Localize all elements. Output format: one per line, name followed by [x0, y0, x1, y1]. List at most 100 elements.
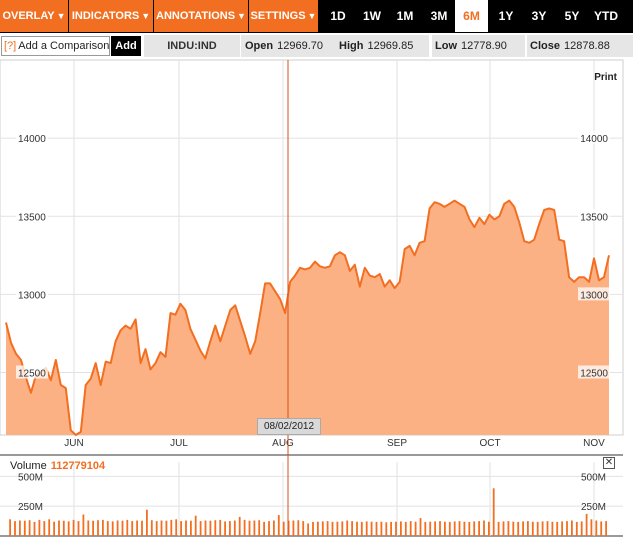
- y-tick-label-left: 13500: [18, 212, 46, 223]
- volume-bar: [28, 520, 31, 536]
- volume-bar: [9, 519, 11, 536]
- y-tick-label-bg: [578, 131, 610, 145]
- range-ytd-button[interactable]: YTD: [594, 9, 618, 23]
- volume-bar: [155, 521, 158, 536]
- volume-bar: [165, 520, 168, 536]
- volume-bar: [302, 521, 305, 536]
- y-tick-label-left: 12500: [18, 369, 46, 380]
- volume-bar: [121, 520, 124, 536]
- volume-bar: [546, 521, 549, 536]
- volume-bar: [468, 521, 471, 536]
- volume-bar: [419, 518, 422, 536]
- volume-bar: [62, 520, 65, 536]
- overlay-menu-button[interactable]: OVERLAY ▼: [0, 0, 69, 32]
- y-tick-label-left: 13000: [18, 290, 46, 301]
- volume-bar: [483, 520, 485, 536]
- add-comparison-button[interactable]: Add: [111, 36, 141, 56]
- x-axis-ticks: JUN JUL AUG SEP OCT NOV: [64, 438, 605, 449]
- range-5y-button[interactable]: 5Y: [564, 9, 580, 23]
- volume-bar: [146, 509, 148, 536]
- volume-bar: [341, 521, 344, 536]
- volume-bar: [429, 521, 432, 536]
- add-comparison-input[interactable]: [?] Add a Comparison: [1, 36, 110, 56]
- volume-bar: [375, 521, 378, 536]
- volume-bar: [229, 521, 231, 536]
- low-value: 12778.90: [461, 40, 507, 52]
- volume-bar: [282, 521, 285, 536]
- x-tick-label: JUN: [64, 438, 83, 449]
- open-quote: Open 12969.70: [241, 35, 336, 57]
- y-tick-label-right: 14000: [580, 134, 608, 145]
- y-tick-label-bg: [578, 287, 610, 301]
- volume-bar: [522, 521, 524, 536]
- volume-bar: [170, 519, 173, 536]
- volume-bar: [326, 521, 329, 536]
- crosshair-date-label: 08/02/2012: [257, 418, 321, 435]
- chevron-down-icon: ▼: [237, 11, 246, 21]
- volume-bar: [72, 519, 75, 536]
- volume-tick-label-right: 500M: [581, 472, 606, 483]
- close-quote: Close 12878.88: [527, 35, 633, 57]
- volume-bar: [356, 521, 358, 536]
- volume-bar: [400, 521, 402, 536]
- volume-bar: [43, 521, 46, 536]
- range-6m-button[interactable]: 6M: [455, 0, 488, 32]
- low-label: Low: [435, 40, 457, 52]
- help-icon[interactable]: [?]: [4, 40, 17, 52]
- volume-bar: [390, 521, 392, 536]
- volume-bar: [605, 521, 607, 536]
- x-tick-label: OCT: [479, 438, 500, 449]
- indicators-menu-button[interactable]: INDICATORS ▼: [69, 0, 154, 32]
- chart-toolbar: OVERLAY ▼ INDICATORS ▼ ANNOTATIONS ▼ SETTIN…: [0, 0, 633, 33]
- range-3m-button[interactable]: 3M: [430, 9, 448, 23]
- open-label: Open: [245, 40, 274, 52]
- close-value: 12878.88: [563, 40, 610, 52]
- print-button[interactable]: Print: [594, 72, 617, 83]
- volume-bar: [492, 488, 495, 536]
- volume-bar: [53, 521, 55, 536]
- range-3y-button[interactable]: 3Y: [531, 9, 547, 23]
- volume-y-ticks: 500M 500M 250M 250M: [18, 472, 606, 513]
- chevron-down-icon: ▼: [56, 11, 66, 21]
- range-1m-button[interactable]: 1M: [396, 9, 414, 23]
- volume-bar: [360, 521, 363, 536]
- volume-tick-label-left: 500M: [18, 472, 43, 483]
- volume-bar: [131, 521, 134, 536]
- volume-bar: [590, 519, 593, 536]
- volume-bar: [297, 520, 300, 536]
- indicators-menu-label: INDICATORS: [71, 10, 140, 22]
- overlay-menu-label: OVERLAY: [2, 10, 55, 22]
- range-1y-button[interactable]: 1Y: [498, 9, 514, 23]
- volume-bar: [106, 521, 109, 536]
- volume-bar: [287, 520, 290, 536]
- volume-bar: [248, 520, 251, 536]
- volume-bar: [194, 515, 197, 536]
- volume-bar: [346, 520, 349, 536]
- volume-bar: [473, 521, 476, 536]
- annotations-menu-label: ANNOTATIONS: [156, 10, 236, 22]
- volume-bar: [463, 521, 466, 536]
- volume-bar: [136, 520, 138, 536]
- settings-menu-button[interactable]: SETTINGS ▼: [249, 0, 319, 32]
- range-1w-button[interactable]: 1W: [363, 9, 381, 23]
- volume-bar: [190, 520, 192, 536]
- x-tick-label: SEP: [387, 438, 407, 449]
- volume-bar: [23, 520, 26, 536]
- volume-value: 112779104: [50, 460, 106, 472]
- volume-bar: [67, 521, 70, 536]
- volume-bar: [385, 522, 388, 536]
- volume-bar: [370, 521, 373, 536]
- y-tick-label-bg: [16, 287, 48, 301]
- volume-bar: [126, 519, 129, 536]
- close-label: Close: [530, 40, 560, 52]
- volume-bar: [424, 521, 427, 536]
- volume-bar: [224, 521, 226, 536]
- volume-bar: [336, 521, 339, 536]
- price-area-series: [5, 199, 610, 436]
- range-1d-button[interactable]: 1D: [330, 9, 346, 23]
- annotations-menu-button[interactable]: ANNOTATIONS ▼: [154, 0, 249, 32]
- settings-menu-label: SETTINGS: [250, 10, 306, 22]
- volume-bar: [595, 520, 598, 536]
- close-volume-pane-icon[interactable]: ✕: [603, 457, 615, 469]
